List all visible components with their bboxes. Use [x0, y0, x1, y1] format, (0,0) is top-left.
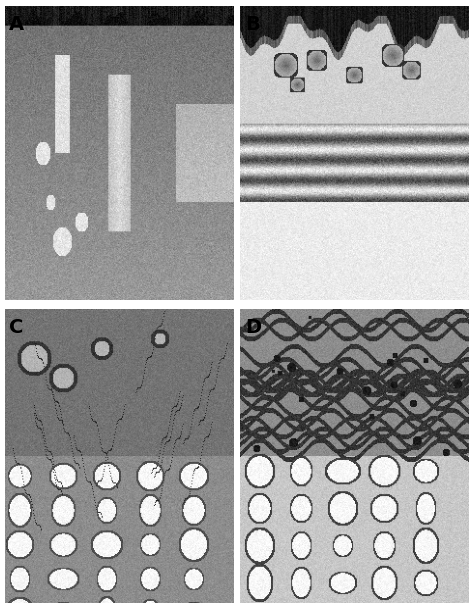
- Text: A: A: [9, 15, 25, 34]
- Text: D: D: [245, 318, 261, 337]
- Text: B: B: [245, 15, 260, 34]
- Text: C: C: [9, 318, 24, 337]
